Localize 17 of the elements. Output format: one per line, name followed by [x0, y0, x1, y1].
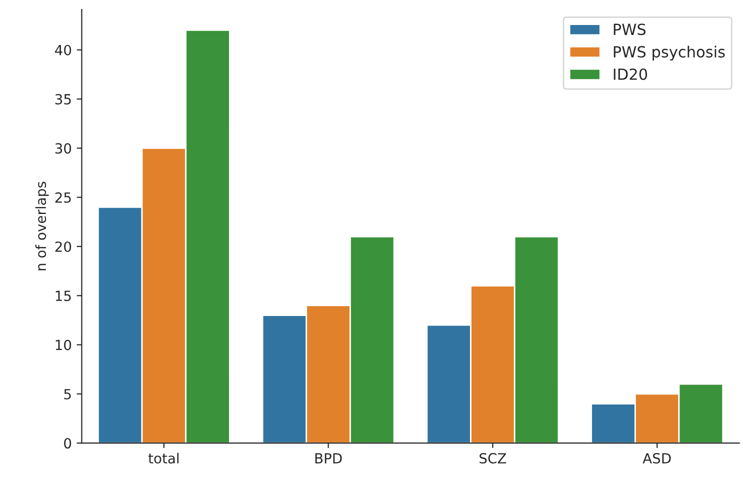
x-tick-label: ASD — [642, 453, 671, 464]
y-tick-label: 15 — [56, 290, 71, 302]
y-tick-label: 25 — [55, 192, 71, 203]
y-tick-label: 10 — [56, 340, 72, 350]
x-tick-label: BPD — [315, 453, 342, 464]
y-tick-label: 30 — [55, 143, 72, 154]
y-tick-label: 20 — [55, 241, 72, 252]
y-tick-label: 5 — [64, 389, 71, 400]
y-axis-title: n of overlaps — [35, 182, 49, 270]
x-tick-label: SCZ — [480, 453, 506, 464]
y-tick-label: 40 — [55, 44, 72, 56]
legend-label: ID20 — [614, 68, 648, 80]
legend-label: PWS — [614, 24, 646, 36]
y-tick-label: 35 — [55, 94, 71, 105]
legend-label: PWS psychosis — [614, 46, 725, 61]
y-tick-label: 0 — [64, 438, 72, 449]
x-tick-label: total — [148, 452, 178, 464]
